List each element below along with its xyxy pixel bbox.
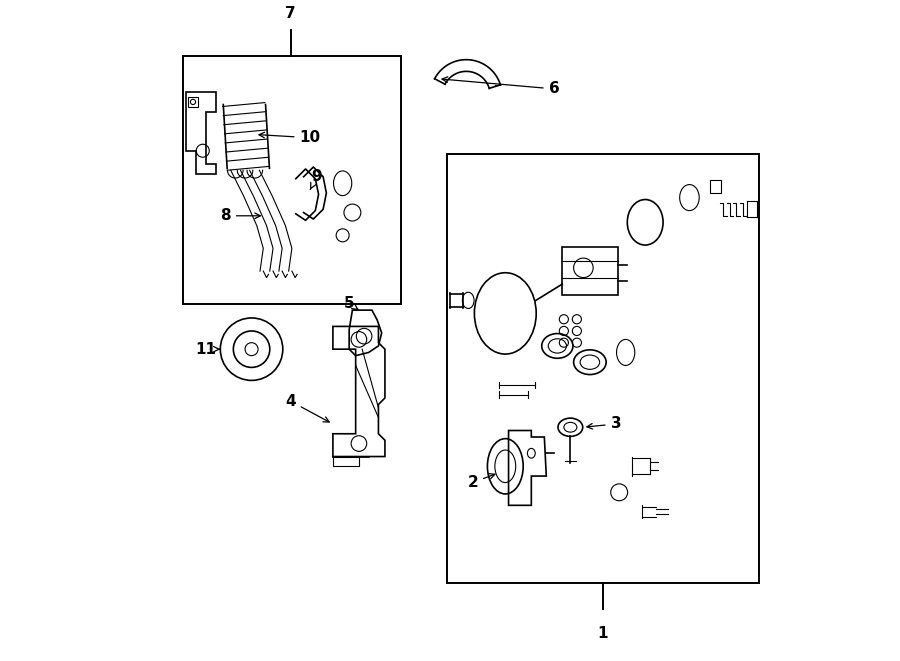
Text: 1: 1: [598, 626, 608, 641]
Bar: [710, 180, 721, 193]
Text: 10: 10: [259, 130, 320, 145]
Bar: [184, 56, 401, 303]
Text: 6: 6: [442, 77, 560, 97]
Text: 9: 9: [310, 169, 322, 190]
Bar: [446, 154, 759, 584]
Text: 2: 2: [467, 474, 495, 490]
Bar: [562, 247, 617, 295]
Text: 11: 11: [195, 342, 220, 357]
Text: 4: 4: [285, 394, 329, 422]
Text: 7: 7: [285, 5, 296, 20]
Bar: [333, 457, 359, 466]
Text: 5: 5: [344, 296, 358, 311]
Text: 8: 8: [220, 208, 260, 223]
Text: 3: 3: [587, 416, 621, 432]
Bar: [188, 97, 198, 107]
